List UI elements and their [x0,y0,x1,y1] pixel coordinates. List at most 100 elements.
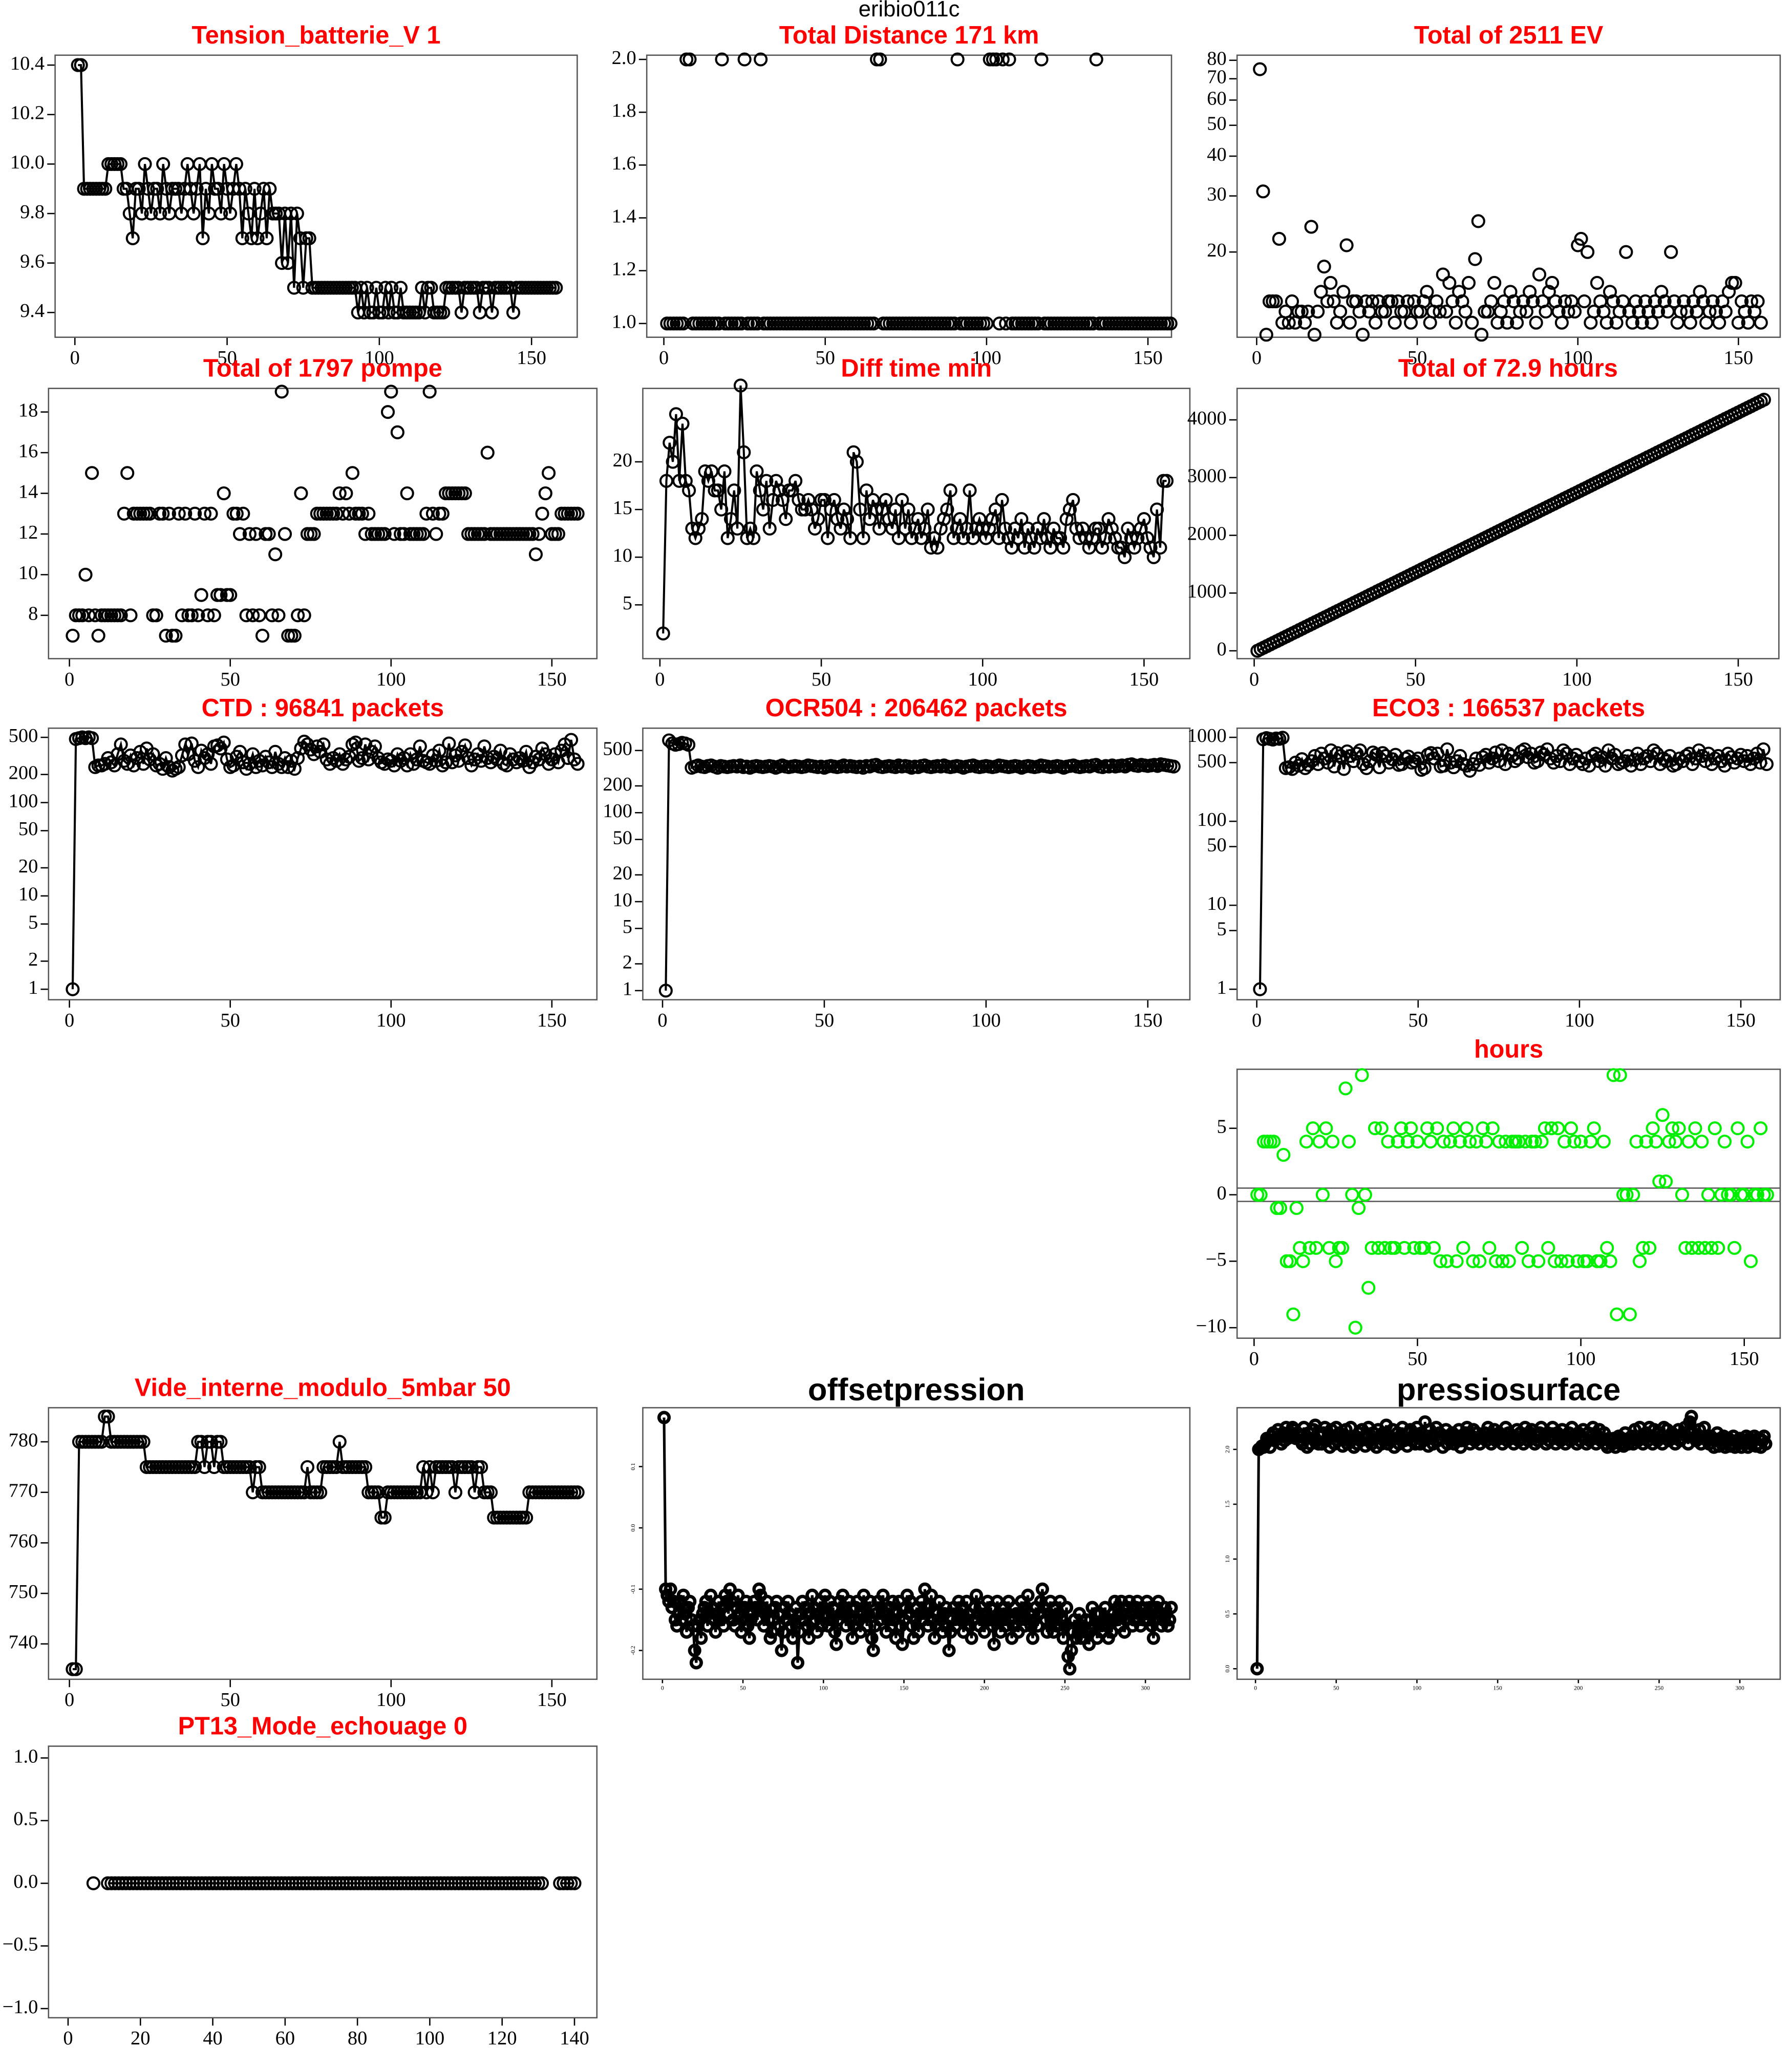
data-point [1384,294,1399,309]
data-point [1017,541,1032,555]
data-point [448,1485,463,1500]
chart-title: ECO3 : 166537 packets [1372,694,1645,722]
data-point [1275,731,1290,745]
y-tick-label: 14 [18,481,38,502]
data-point [1740,1135,1755,1149]
y-tick-label: −10 [1196,1315,1227,1337]
y-tick-label: 8 [28,603,38,625]
y-tick-label: 50 [1207,834,1226,856]
data-point [888,502,903,517]
x-tick-label: 50 [1405,669,1425,690]
data-point [1150,502,1164,517]
data-point [217,735,231,750]
x-tick-label: 50 [740,1685,746,1691]
data-point [1656,751,1671,766]
data-point [1577,294,1591,309]
data-point [1293,1241,1307,1255]
data-point [1658,1174,1673,1189]
data-point [217,486,231,501]
data-point [1587,1121,1601,1136]
chart-panel: hours 0 50 100 150 −10 −5 0 5 [1196,1035,1781,1370]
data-point [734,316,749,331]
data-point [1356,757,1371,771]
y-tick-label: 80 [1207,48,1226,70]
data-point [1683,315,1697,330]
data-point [953,512,967,526]
y-tick-label: 1.0 [13,1745,38,1767]
data-point [1489,1254,1503,1268]
x-tick-label: 50 [816,347,835,369]
data-point [1153,541,1167,555]
data-point [1308,749,1322,763]
y-tick-label: 70 [1207,67,1226,88]
data-point [1603,285,1617,299]
data-point [75,608,90,623]
data-point [120,466,135,480]
page-title: eribio011c [859,0,960,22]
data-point [307,527,321,541]
x-tick-label: 0 [661,1685,664,1691]
y-tick-label: -0.1 [630,1584,636,1593]
data-point [1619,245,1633,259]
data-point [1629,1135,1644,1149]
y-tick-label: 200 [9,762,38,783]
data-point [1273,1201,1288,1215]
plot-frame [1236,54,1781,338]
x-tick-label: 0 [1252,347,1262,369]
data-point [1439,305,1454,319]
data-point [1368,1121,1382,1136]
data-point [1368,315,1383,330]
chart-title: Total Distance 171 km [779,22,1039,49]
data-point [711,483,725,498]
y-tick-label: 1.6 [612,153,636,174]
data-point [1473,1254,1487,1268]
data-point [255,758,270,773]
data-point [371,1485,386,1500]
data-point [1375,746,1390,760]
data-point [1662,1135,1676,1149]
data-point [1056,1631,1070,1645]
data-point [1359,761,1374,775]
x-tick-label: 150 [1133,1010,1163,1031]
data-point [1502,1254,1516,1268]
data-point [1339,238,1354,252]
data-point [1753,755,1767,770]
data-point [1751,294,1765,309]
x-tick-label: 50 [221,669,240,690]
data-point [1018,1619,1032,1633]
data-point [1342,315,1357,330]
data-point [682,52,697,67]
data-point [1655,1108,1670,1122]
data-point [942,1644,956,1657]
data-point [302,231,316,245]
data-point [1508,754,1522,769]
data-point [1593,1254,1608,1268]
y-tick-label: −5 [1206,1249,1227,1270]
data-point [1511,1135,1526,1149]
y-tick-label: 10 [18,884,38,905]
data-point [965,1631,978,1645]
data-point [570,757,585,771]
x-tick-label: 40 [203,2028,222,2048]
data-point [297,1485,311,1500]
data-point [689,1656,703,1670]
y-tick-label: 15 [613,497,632,519]
data-point [412,305,426,319]
data-point [85,466,99,480]
data-point [695,512,709,526]
data-point [879,493,893,507]
data-point [156,506,170,521]
data-point [1146,550,1161,564]
plot-frame [48,727,598,1000]
data-point [915,1594,929,1608]
data-point [419,506,434,521]
data-point [1163,316,1178,331]
data-point [74,58,88,72]
data-point [866,1644,880,1657]
data-point [1649,1135,1663,1149]
data-point [1453,749,1467,763]
data-point [1688,1121,1702,1136]
data-point [246,1485,260,1500]
data-point [211,182,225,196]
